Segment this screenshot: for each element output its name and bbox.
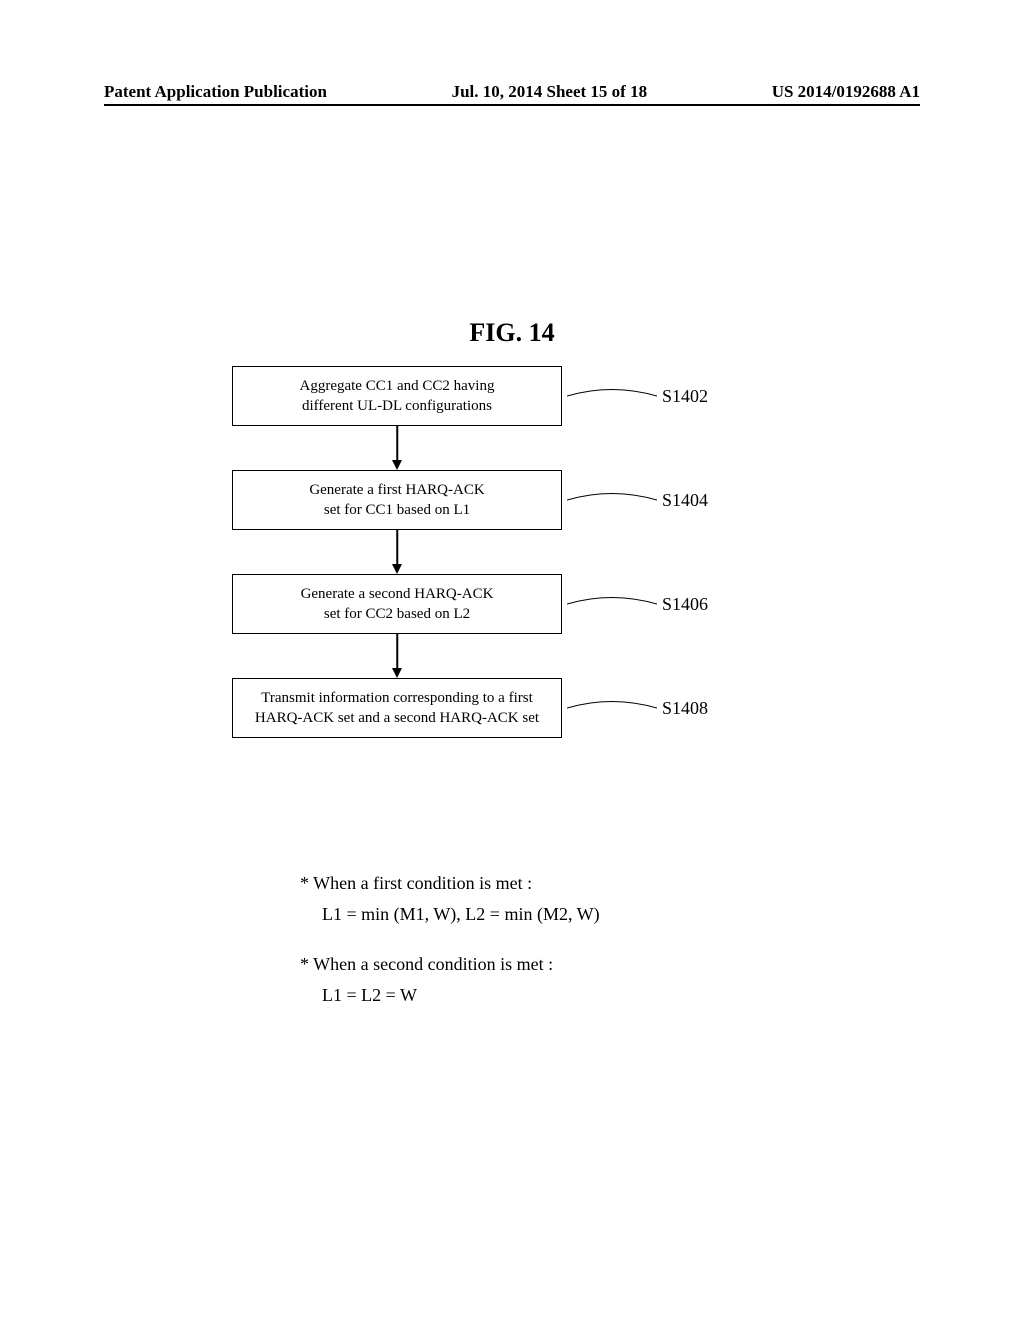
condition-formula: L1 = L2 = W [300,980,600,1011]
arrow-line [396,426,398,462]
step-box-4: Transmit information corresponding to a … [232,678,562,738]
arrow-head-icon [392,668,402,678]
arrow-line [396,530,398,566]
step-text: Transmit information corresponding to a … [261,688,533,708]
header-left: Patent Application Publication [104,82,327,102]
page-header: Patent Application Publication Jul. 10, … [0,82,1024,102]
step-box-1: Aggregate CC1 and CC2 having different U… [232,366,562,426]
condition-formula: L1 = min (M1, W), L2 = min (M2, W) [300,899,600,930]
step-label-2: S1404 [662,490,708,511]
header-right: US 2014/0192688 A1 [772,82,920,102]
step-text: Generate a first HARQ-ACK [309,480,484,500]
conditions: * When a first condition is met : L1 = m… [300,868,600,1030]
step-row-3: Generate a second HARQ-ACK set for CC2 b… [232,574,792,634]
step-row-1: Aggregate CC1 and CC2 having different U… [232,366,792,426]
step-box-2: Generate a first HARQ-ACK set for CC1 ba… [232,470,562,530]
step-label-1: S1402 [662,386,708,407]
header-center: Jul. 10, 2014 Sheet 15 of 18 [452,82,648,102]
leader-line [567,385,657,407]
arrow-head-icon [392,460,402,470]
leader-line [567,593,657,615]
arrow-2 [232,530,562,574]
step-box-3: Generate a second HARQ-ACK set for CC2 b… [232,574,562,634]
step-text: Aggregate CC1 and CC2 having [300,376,495,396]
condition-title: * When a second condition is met : [300,949,600,980]
header-rule [104,104,920,106]
condition-title: * When a first condition is met : [300,868,600,899]
arrow-head-icon [392,564,402,574]
condition-2: * When a second condition is met : L1 = … [300,949,600,1010]
step-text: Generate a second HARQ-ACK [301,584,494,604]
step-text: set for CC2 based on L2 [324,604,470,624]
step-label-4: S1408 [662,698,708,719]
step-row-4: Transmit information corresponding to a … [232,678,792,738]
step-text: HARQ-ACK set and a second HARQ-ACK set [255,708,539,728]
figure-title: FIG. 14 [0,318,1024,348]
leader-line [567,697,657,719]
arrow-1 [232,426,562,470]
arrow-3 [232,634,562,678]
step-row-2: Generate a first HARQ-ACK set for CC1 ba… [232,470,792,530]
flowchart: Aggregate CC1 and CC2 having different U… [232,366,792,738]
step-text: set for CC1 based on L1 [324,500,470,520]
leader-line [567,489,657,511]
step-text: different UL-DL configurations [302,396,492,416]
arrow-line [396,634,398,670]
step-label-3: S1406 [662,594,708,615]
condition-1: * When a first condition is met : L1 = m… [300,868,600,929]
